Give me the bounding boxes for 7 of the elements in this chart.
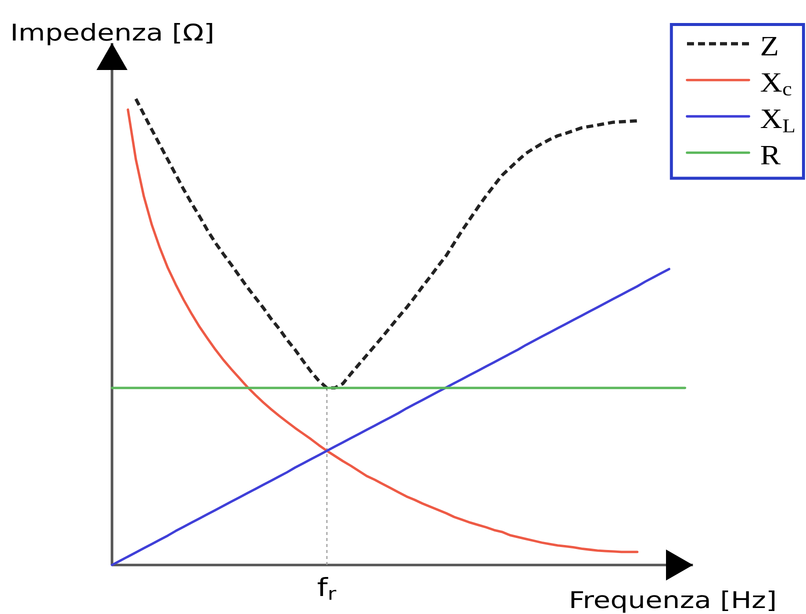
legend-label: X$_{c}$ — [760, 73, 792, 96]
y-axis-title: Impedenza [Ω] — [12, 23, 212, 46]
x-axis-title: Frequenza [Hz] — [571, 590, 774, 613]
legend-label: X$_{L}$ — [760, 110, 794, 132]
text: f$_{r}$ — [318, 577, 336, 600]
legend-label: Z — [762, 37, 778, 56]
legend-label: R — [760, 146, 781, 164]
